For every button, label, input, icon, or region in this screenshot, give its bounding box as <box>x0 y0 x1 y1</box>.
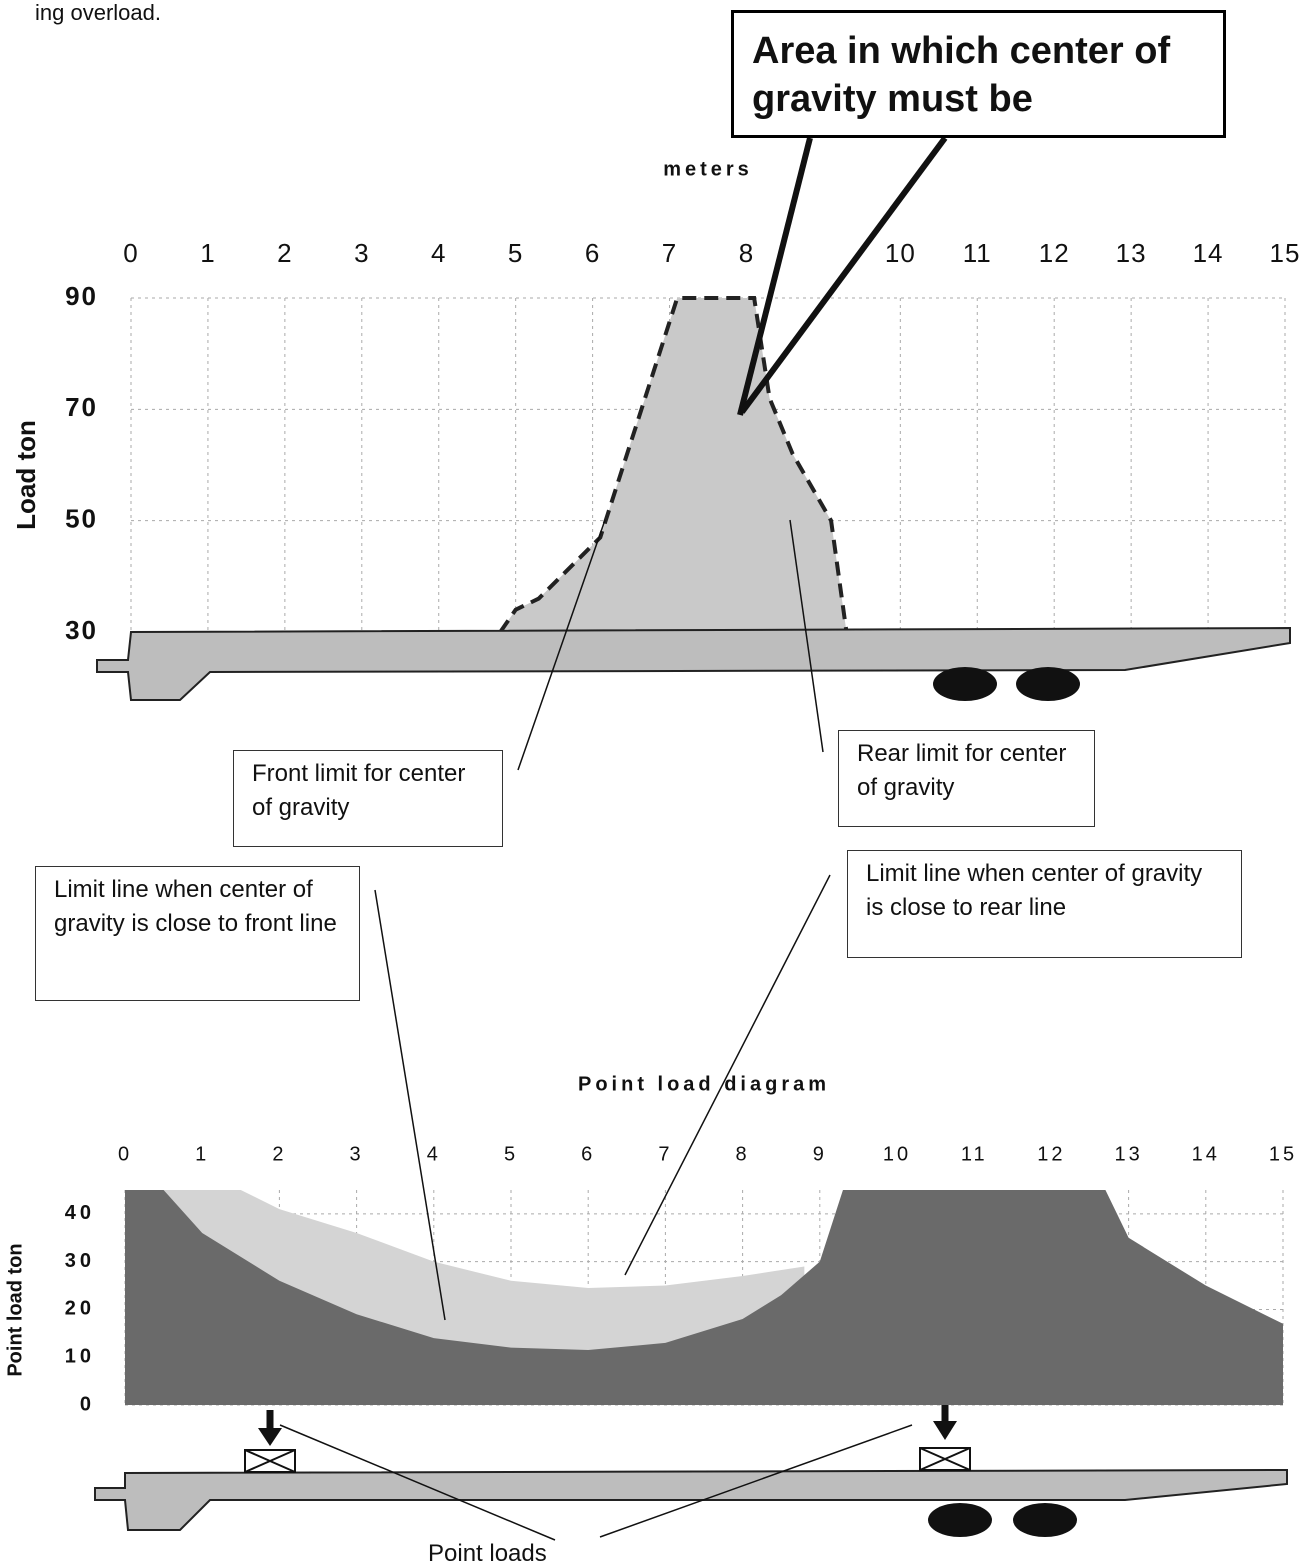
x-tick-label: 1 <box>200 238 215 268</box>
x-tick-label: 4 <box>427 1143 441 1165</box>
x-tick-label: 5 <box>508 238 523 268</box>
header-text: ing overload. <box>35 0 161 25</box>
x-tick-label: 1 <box>195 1143 209 1165</box>
y-tick-label: 0 <box>80 1393 95 1415</box>
trailer-bottom <box>94 1405 1288 1537</box>
x-tick-label: 11 <box>963 238 992 268</box>
wheel <box>1013 1503 1077 1537</box>
y-tick-label: 50 <box>65 504 98 534</box>
y-tick-label: 70 <box>65 392 98 422</box>
load-box-cross <box>244 1449 296 1473</box>
trailer-deck <box>94 1468 1288 1531</box>
y-tick-label: 20 <box>65 1298 95 1320</box>
area <box>125 1190 1283 1405</box>
x-tick-label: 2 <box>277 238 292 268</box>
y-tick-label: 10 <box>65 1346 95 1368</box>
wheel <box>1016 667 1080 701</box>
wheel <box>928 1503 992 1537</box>
x-tick-label: 5 <box>504 1143 518 1165</box>
x-tick-label: 7 <box>662 238 677 268</box>
x-tick-label: 8 <box>736 1143 750 1165</box>
x-tick-label: 15 <box>1269 1143 1297 1165</box>
x-tick-label: 2 <box>272 1143 286 1165</box>
arrow-head <box>258 1428 282 1446</box>
pointer <box>279 1424 556 1541</box>
x-tick-label: 10 <box>885 238 916 268</box>
pointer <box>517 519 606 771</box>
x-tick-label: 8 <box>739 238 754 268</box>
x-tick-label: 14 <box>1192 1143 1220 1165</box>
annotation: Front limit for center of gravity <box>233 750 503 847</box>
chart-title: Point load diagram <box>578 1073 830 1095</box>
y-tick-label: 30 <box>65 615 98 645</box>
y-axis-label: Load ton <box>11 420 41 530</box>
x-tick-label: 6 <box>585 238 600 268</box>
wheel <box>933 667 997 701</box>
annotation: Limit line when center of gravity is clo… <box>35 866 360 1001</box>
x-tick-label: 13 <box>1116 238 1147 268</box>
load-box-cross <box>919 1447 971 1471</box>
area <box>496 296 849 634</box>
trailer-deck <box>96 626 1291 701</box>
plots: 0 1 2 3 4 5 6 7 8 10 11 12 13 14 1530507090metersLoad … <box>4 158 1301 1415</box>
trailer-top <box>96 626 1291 701</box>
y-tick-label: 40 <box>65 1202 95 1224</box>
annotation: Area in which center of gravity must be <box>731 10 1226 138</box>
x-tick-label: 10 <box>883 1143 911 1165</box>
x-tick-label: 0 <box>123 238 138 268</box>
x-tick-label: 0 <box>118 1143 132 1165</box>
chart-title: meters <box>663 158 753 180</box>
pointers <box>279 136 948 1541</box>
x-tick-label: 12 <box>1039 238 1070 268</box>
pointer <box>737 137 813 416</box>
x-tick-label: 14 <box>1193 238 1224 268</box>
x-tick-label: 11 <box>961 1143 988 1165</box>
x-tick-label: 3 <box>354 238 369 268</box>
x-tick-label: 13 <box>1114 1143 1142 1165</box>
pointer <box>599 1424 913 1538</box>
y-tick-label: 90 <box>65 281 98 311</box>
y-tick-label: 30 <box>65 1250 95 1272</box>
x-tick-label: 6 <box>581 1143 595 1165</box>
pointer <box>789 519 824 753</box>
x-tick-label: 12 <box>1037 1143 1065 1165</box>
x-tick-label: 7 <box>658 1143 672 1165</box>
annotation: Point loads <box>428 1540 547 1567</box>
annotation: Limit line when center of gravity is clo… <box>847 850 1242 958</box>
annotation: Rear limit for center of gravity <box>838 730 1095 827</box>
pointer <box>624 874 831 1276</box>
x-tick-label: 3 <box>350 1143 364 1165</box>
y-axis-label: Point load ton <box>4 1243 26 1376</box>
arrow-head <box>933 1421 957 1440</box>
pointer <box>374 889 446 1321</box>
x-tick-label: 9 <box>813 1143 827 1165</box>
pointer <box>739 136 948 414</box>
x-tick-label: 15 <box>1270 238 1301 268</box>
x-tick-label: 4 <box>431 238 446 268</box>
